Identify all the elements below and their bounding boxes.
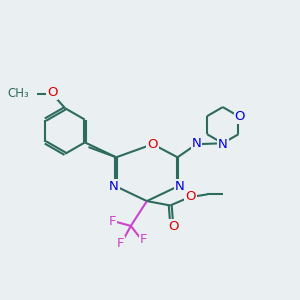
Text: F: F <box>109 215 116 228</box>
Text: O: O <box>148 138 158 151</box>
Text: CH₃: CH₃ <box>7 87 29 100</box>
Text: O: O <box>185 190 196 203</box>
Text: N: N <box>218 138 228 151</box>
Text: F: F <box>117 237 124 250</box>
Text: O: O <box>235 110 245 123</box>
Text: F: F <box>140 232 148 245</box>
Text: N: N <box>109 180 119 193</box>
Text: N: N <box>175 180 185 193</box>
Text: N: N <box>192 137 201 150</box>
Text: O: O <box>47 86 57 99</box>
Text: O: O <box>168 220 178 233</box>
